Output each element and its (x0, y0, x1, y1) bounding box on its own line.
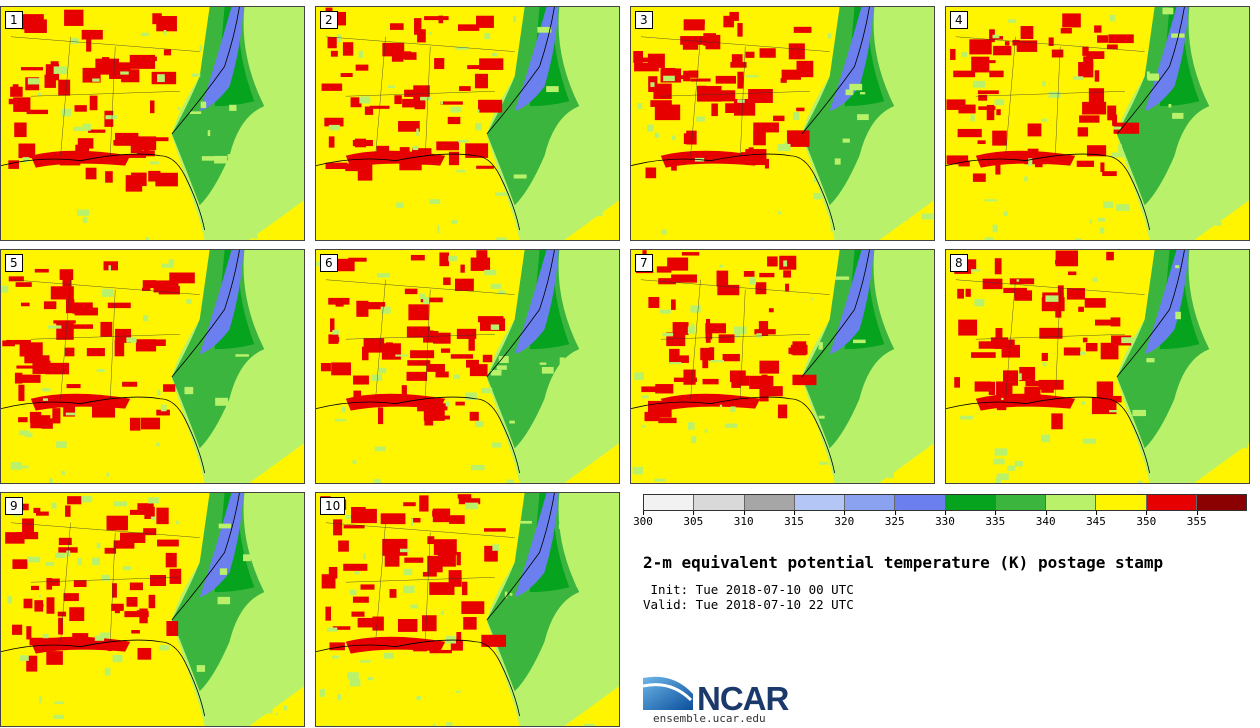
member-label: 3 (635, 11, 653, 29)
colorbar-tick-label: 325 (885, 511, 905, 528)
colorbar (643, 494, 1247, 511)
member-label: 6 (320, 254, 338, 272)
ensemble-member-map: 3 (630, 6, 935, 241)
colorbar-tick-label: 330 (935, 511, 955, 528)
colorbar-tick-label: 335 (985, 511, 1005, 528)
colorbar-segment (694, 495, 745, 510)
colorbar-segment (794, 495, 845, 510)
colorbar-tick-label: 310 (734, 511, 754, 528)
init-time: Init: Tue 2018-07-10 00 UTC (643, 582, 854, 597)
colorbar-tick-label: 340 (1036, 511, 1056, 528)
ensemble-member-map: 10 (315, 492, 620, 727)
ensemble-member-map: 5 (0, 249, 305, 484)
colorbar-tick-label: 345 (1086, 511, 1106, 528)
ensemble-member-map: 6 (315, 249, 620, 484)
ncar-logo-icon (643, 676, 693, 710)
colorbar-tick-label: 320 (834, 511, 854, 528)
colorbar-tick-label: 315 (784, 511, 804, 528)
member-label: 8 (950, 254, 968, 272)
member-label: 5 (5, 254, 23, 272)
ensemble-member-map: 9 (0, 492, 305, 727)
colorbar-segment (644, 495, 695, 510)
colorbar-segment (1046, 495, 1097, 510)
member-label: 1 (5, 11, 23, 29)
valid-time: Valid: Tue 2018-07-10 22 UTC (643, 597, 854, 612)
ensemble-member-map: 7 (630, 249, 935, 484)
colorbar-segment (1146, 495, 1197, 510)
logo-name: NCAR (697, 680, 789, 717)
colorbar-segment (845, 495, 896, 510)
colorbar-segment (945, 495, 996, 510)
colorbar-segment (895, 495, 946, 510)
ensemble-member-map: 1 (0, 6, 305, 241)
logo-url: ensemble.ucar.edu (653, 712, 766, 725)
member-label: 4 (950, 11, 968, 29)
ensemble-member-map: 4 (945, 6, 1250, 241)
plot-title: 2-m equivalent potential temperature (K)… (643, 553, 1164, 572)
member-label: 2 (320, 11, 338, 29)
colorbar-tick-label: 305 (683, 511, 703, 528)
colorbar-tick-label: 300 (633, 511, 653, 528)
colorbar-tick-label: 355 (1187, 511, 1207, 528)
colorbar-ticks: 300 305 310 315 320 325 330 335 340 345 350 355 (633, 511, 1247, 535)
colorbar-segment (744, 495, 795, 510)
colorbar-tick-label: 350 (1136, 511, 1156, 528)
colorbar-segment (995, 495, 1046, 510)
ensemble-member-map: 8 (945, 249, 1250, 484)
member-label: 10 (320, 497, 346, 515)
member-label: 9 (5, 497, 23, 515)
colorbar-segment (1196, 495, 1246, 510)
member-label: 7 (635, 254, 653, 272)
ensemble-member-map: 2 (315, 6, 620, 241)
colorbar-segment (1096, 495, 1147, 510)
